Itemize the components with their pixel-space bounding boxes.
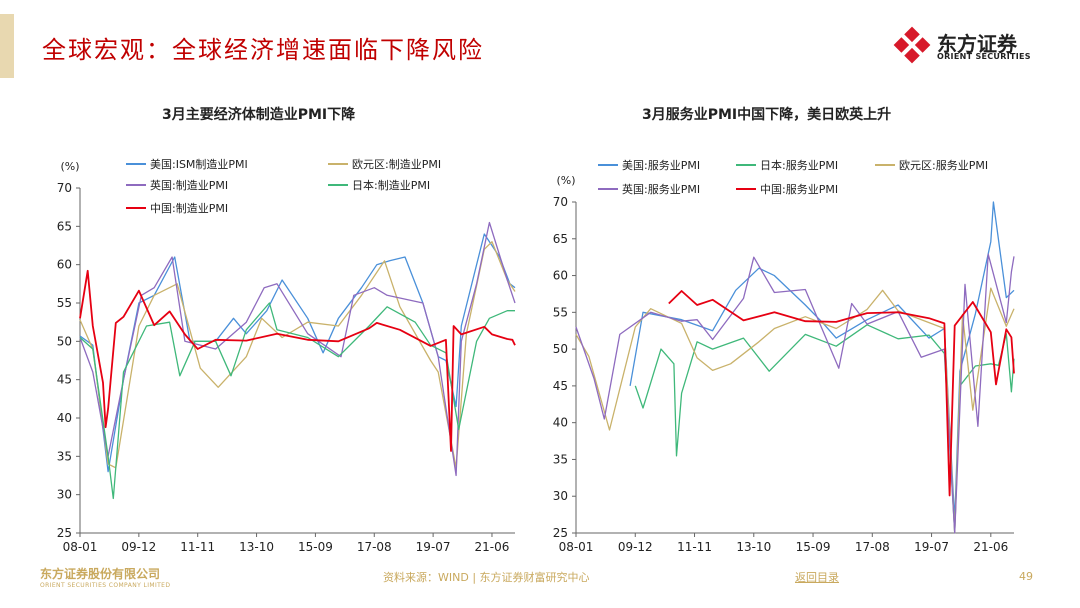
x-tick-label: 21-06 [475,540,510,554]
y-tick-label: 70 [553,195,568,209]
footer-logo-en: ORIENT SECURITIES COMPANY LIMITED [40,582,171,589]
logo-text-cn: 东方证券 [937,32,1017,56]
legend-label: 美国:服务业PMI [622,159,700,172]
page-title: 全球宏观：全球经济增速面临下降风险 [42,36,484,64]
footer-logo-cn: 东方证券股份有限公司 [40,567,161,581]
y-tick-label: 25 [553,526,568,540]
back-to-contents-link[interactable]: 返回目录 [795,571,839,584]
legend-bg [326,157,476,171]
y-tick-label: 60 [57,258,72,272]
legend-label: 英国:制造业PMI [150,178,228,192]
legend-item-1: 日本:服务业PMI [734,158,859,172]
y-tick-label: 60 [553,269,568,283]
x-tick-label: 21-06 [973,540,1008,554]
brand-logo: 东方证券 ORIENT SECURITIES [893,26,1043,66]
legend-item-4: 中国:服务业PMI [734,182,859,196]
y-tick-label: 45 [57,373,72,387]
y-tick-label: 40 [553,416,568,430]
x-tick-label: 13-10 [736,540,771,554]
legend-label: 中国:制造业PMI [150,201,228,215]
x-tick-label: 17-08 [357,540,392,554]
page-number: 49 [1019,570,1033,583]
legend-bg [124,157,274,171]
x-tick-label: 08-01 [63,540,98,554]
series-line-3 [79,302,515,500]
chart-title-services: 3月服务业PMI中国下降，美日欧英上升 [642,107,892,123]
legend-label: 美国:ISM制造业PMI [150,157,248,171]
services-pmi-chart: (%) 25 30 35 40 45 50 55 60 65 70 08-01 09-12 11-11 13… [553,158,1015,554]
legend-label: 日本:服务业PMI [760,158,838,172]
y-axis-unit-label: (%) [556,174,575,187]
series-line-1 [79,241,516,469]
orient-logo-icon [893,26,931,64]
chart-title-manufacturing: 3月主要经济体制造业PMI下降 [162,107,356,123]
y-tick-label: 55 [553,305,568,319]
legend-label: 中国:服务业PMI [760,183,838,196]
y-tick-label: 25 [57,526,72,540]
legend-item-2: 英国:制造业PMI [124,178,244,192]
y-tick-label: 35 [57,449,72,463]
legend-item-2: 欧元区:服务业PMI [873,158,1013,172]
y-axis-unit-label: (%) [60,160,79,173]
legend-label: 欧元区:服务业PMI [899,159,988,172]
data-source: 资料来源：WIND | 东方证券财富研究中心 [383,571,590,584]
legend-bg [596,158,721,172]
series-line-0 [629,201,1015,522]
x-tick-label: 11-11 [677,540,712,554]
x-tick-label: 19-07 [416,540,451,554]
series-line-3 [575,253,1015,534]
legend-item-3: 英国:服务业PMI [596,182,721,196]
legend-label: 日本:制造业PMI [352,178,430,192]
series-line-2 [575,287,1015,534]
y-tick-label: 70 [57,181,72,195]
series-line-0 [79,233,516,473]
x-tick-label: 19-07 [914,540,949,554]
legend-bg [124,178,244,192]
legend-bg [326,178,456,192]
series-line-4 [668,290,1015,497]
series-line-4 [79,269,516,452]
x-tick-label: 08-01 [559,540,594,554]
manufacturing-pmi-chart: (%) 25 30 35 40 45 50 55 60 65 70 08-01 09-12 11-11 13… [57,157,516,554]
x-tick-label: 11-11 [180,540,215,554]
y-tick-label: 55 [57,296,72,310]
x-tick-label: 15-09 [796,540,831,554]
x-tick-label: 09-12 [618,540,653,554]
legend-bg [873,158,1013,172]
x-tick-label: 09-12 [121,540,156,554]
y-tick-label: 30 [553,489,568,503]
legend-item-0: 美国:ISM制造业PMI [124,157,274,171]
legend-item-3: 日本:制造业PMI [326,178,456,192]
x-tick-label: 15-09 [298,540,333,554]
legend-bg [734,158,859,172]
legend-bg [596,182,721,196]
y-tick-label: 30 [57,488,72,502]
footer-logo: 东方证券股份有限公司 ORIENT SECURITIES COMPANY LIM… [40,565,170,589]
series-line-1 [634,324,1015,534]
x-tick-label: 13-10 [239,540,274,554]
legend-label: 英国:服务业PMI [622,182,700,196]
title-accent-bar [0,14,14,78]
y-tick-label: 40 [57,411,72,425]
y-tick-label: 65 [553,232,568,246]
y-tick-label: 65 [57,219,72,233]
logo-text-en: ORIENT SECURITIES [937,52,1031,61]
legend-bg [734,182,859,196]
y-tick-label: 50 [57,334,72,348]
y-tick-label: 35 [553,452,568,466]
legend-label: 欧元区:制造业PMI [352,157,441,171]
x-tick-label: 17-08 [855,540,890,554]
y-tick-label: 45 [553,379,568,393]
legend-item-0: 美国:服务业PMI [596,158,721,172]
legend-item-4: 中国:制造业PMI [124,201,244,215]
legend-item-1: 欧元区:制造业PMI [326,157,476,171]
y-tick-label: 50 [553,342,568,356]
legend-bg [124,201,244,215]
